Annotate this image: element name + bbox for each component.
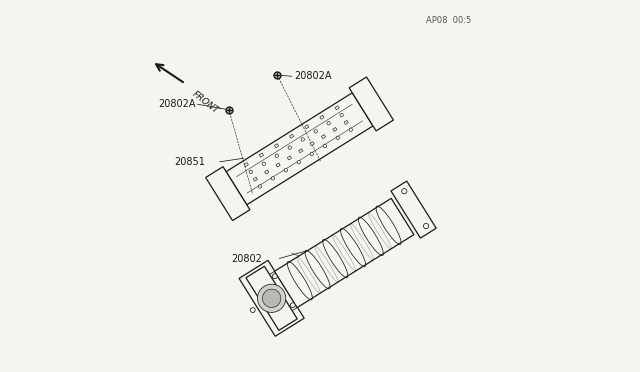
Ellipse shape <box>275 154 278 157</box>
Text: AP08  00:5: AP08 00:5 <box>426 16 471 25</box>
Polygon shape <box>269 271 297 311</box>
Ellipse shape <box>249 170 252 174</box>
Text: 20802: 20802 <box>232 254 262 263</box>
Polygon shape <box>226 93 373 205</box>
Ellipse shape <box>291 303 295 308</box>
Polygon shape <box>299 149 303 153</box>
Ellipse shape <box>258 185 262 188</box>
Ellipse shape <box>262 162 266 166</box>
Polygon shape <box>259 153 264 157</box>
Polygon shape <box>275 144 278 148</box>
Ellipse shape <box>262 289 281 308</box>
Polygon shape <box>289 134 294 138</box>
Polygon shape <box>310 142 314 146</box>
Ellipse shape <box>402 189 407 194</box>
Ellipse shape <box>288 146 291 149</box>
Ellipse shape <box>301 138 305 141</box>
Ellipse shape <box>297 160 301 164</box>
Polygon shape <box>333 128 337 131</box>
Polygon shape <box>321 135 326 139</box>
Ellipse shape <box>323 144 326 148</box>
Polygon shape <box>287 156 292 160</box>
Text: 20802A: 20802A <box>294 71 332 81</box>
Ellipse shape <box>250 308 255 312</box>
Ellipse shape <box>424 224 429 229</box>
Ellipse shape <box>340 113 343 117</box>
Ellipse shape <box>349 128 353 131</box>
Ellipse shape <box>257 284 285 312</box>
Ellipse shape <box>271 177 275 180</box>
Polygon shape <box>335 106 339 110</box>
Polygon shape <box>349 77 394 131</box>
Text: 20851: 20851 <box>174 157 205 167</box>
Polygon shape <box>246 266 297 330</box>
Polygon shape <box>253 177 257 181</box>
Text: 20802A: 20802A <box>158 99 195 109</box>
Polygon shape <box>244 163 248 167</box>
Polygon shape <box>239 260 304 336</box>
Ellipse shape <box>314 130 317 133</box>
Polygon shape <box>344 121 348 124</box>
Polygon shape <box>320 115 324 119</box>
Polygon shape <box>264 170 269 174</box>
Ellipse shape <box>284 169 287 172</box>
Polygon shape <box>305 125 309 129</box>
Polygon shape <box>275 198 414 308</box>
Ellipse shape <box>327 122 330 125</box>
Polygon shape <box>276 163 280 167</box>
Polygon shape <box>205 167 250 221</box>
Text: FRONT: FRONT <box>191 89 221 115</box>
Ellipse shape <box>336 136 339 140</box>
Polygon shape <box>391 181 436 238</box>
Ellipse shape <box>310 153 314 156</box>
Ellipse shape <box>272 274 277 279</box>
